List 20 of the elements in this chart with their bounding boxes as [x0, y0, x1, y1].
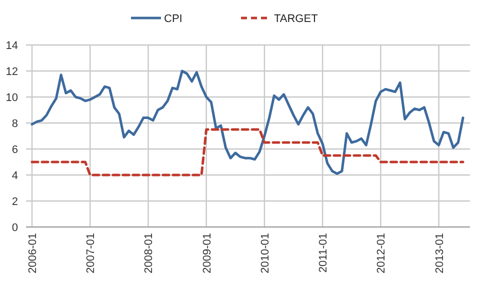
- x-tick-label: 2007-01: [85, 233, 98, 274]
- y-tick-label: 14: [6, 40, 18, 52]
- line-series: [30, 128, 464, 176]
- legend-label: TARGET: [274, 12, 318, 25]
- y-tick-label: 2: [12, 196, 18, 208]
- y-tick-label: 0: [12, 222, 18, 234]
- legend-label: CPI: [164, 12, 182, 25]
- y-tick-label: 12: [6, 66, 18, 78]
- y-tick-label: 6: [12, 144, 18, 156]
- x-tick-label: 2009-01: [201, 233, 214, 274]
- x-tick-label: 2012-01: [376, 233, 388, 274]
- x-tick-label: 2011-01: [318, 233, 330, 273]
- x-tick-label: 2006-01: [27, 233, 39, 274]
- x-tick-label: 2013-01: [434, 233, 446, 274]
- y-tick-label: 4: [12, 170, 18, 182]
- y-tick-label: 10: [6, 92, 18, 104]
- y-tick-label: 8: [12, 118, 18, 130]
- x-tick-label: 2008-01: [143, 233, 156, 274]
- line-series: [30, 70, 464, 175]
- x-tick-label: 2010-01: [259, 233, 272, 274]
